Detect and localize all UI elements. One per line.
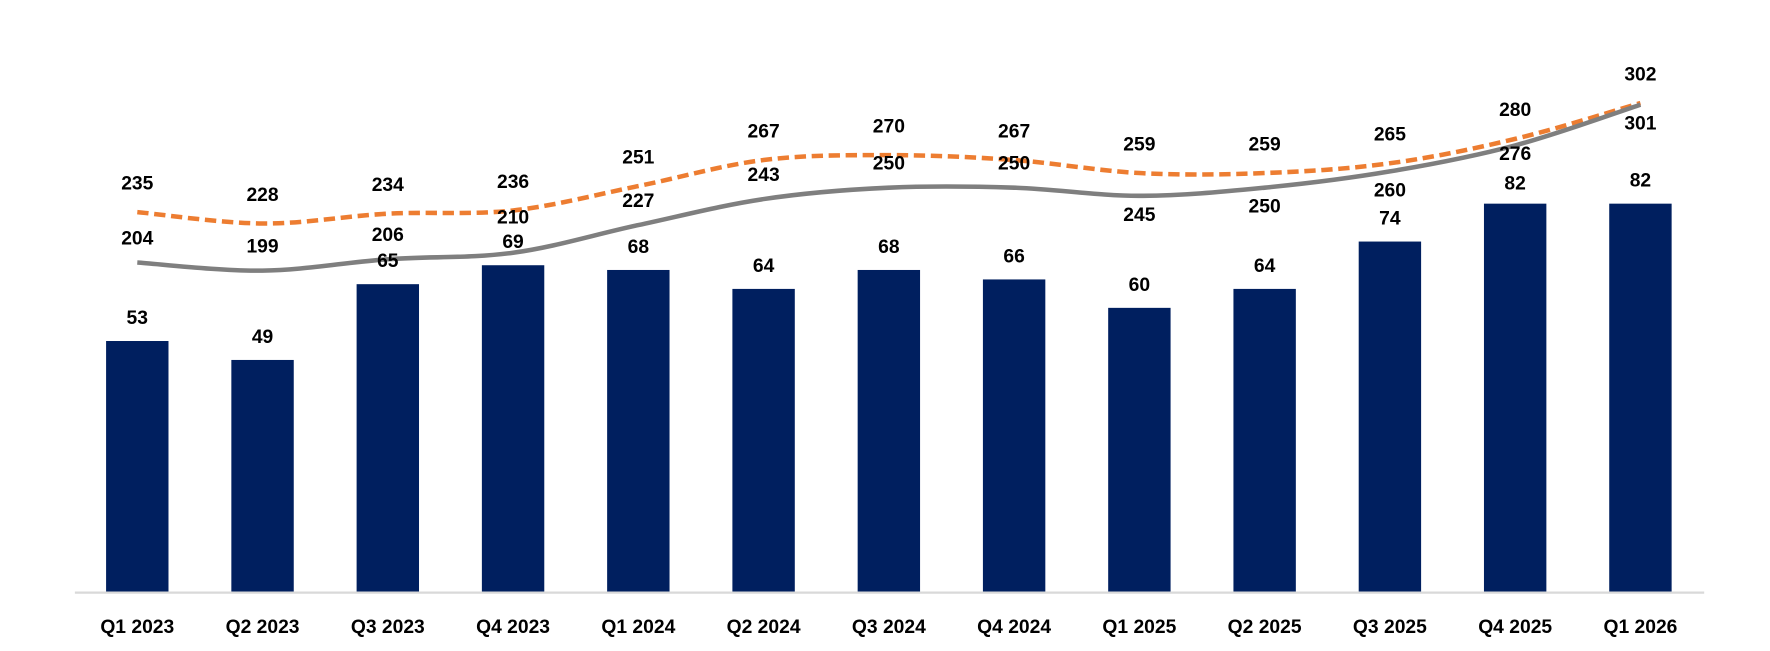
line-value-label: 227 — [622, 191, 654, 212]
bar-value-label: 68 — [628, 237, 650, 258]
bar — [106, 341, 169, 593]
line-value-label: 259 — [1249, 134, 1281, 155]
line-value-label: 199 — [246, 236, 278, 257]
bar-value-label: 65 — [377, 251, 399, 272]
bar-value-label: 82 — [1630, 171, 1651, 192]
line-value-label: 267 — [998, 121, 1030, 142]
bar-value-label: 53 — [127, 308, 149, 329]
line-value-label: 235 — [121, 173, 153, 194]
line-value-label: 234 — [372, 175, 404, 196]
line-value-label: 265 — [1374, 125, 1406, 146]
bar — [982, 279, 1046, 593]
line-value-label: 270 — [873, 116, 905, 137]
line-value-label: 204 — [121, 228, 153, 249]
line-value-label: 243 — [748, 165, 780, 186]
x-tick-label: Q3 2024 — [852, 617, 926, 638]
bar — [1233, 288, 1296, 593]
bar-value-label: 64 — [1254, 256, 1276, 277]
bar — [231, 359, 294, 593]
bar-value-label: 64 — [753, 256, 775, 277]
bar — [481, 265, 545, 593]
line-value-label: 251 — [622, 147, 654, 168]
x-tick-label: Q4 2025 — [1478, 617, 1552, 638]
bar-value-label: 74 — [1379, 209, 1401, 230]
bar — [1609, 203, 1672, 593]
bar — [607, 269, 670, 593]
line-value-label: 260 — [1374, 180, 1406, 201]
x-tick-label: Q3 2023 — [351, 617, 425, 638]
line-value-label: 301 — [1624, 114, 1656, 135]
line-value-label: 276 — [1499, 144, 1531, 165]
x-tick-label: Q1 2026 — [1603, 617, 1677, 638]
bar — [732, 288, 795, 593]
bar-series — [106, 203, 1672, 593]
line-series — [137, 100, 1642, 273]
line-value-label: 210 — [497, 207, 529, 228]
line-value-label: 250 — [873, 154, 905, 175]
bar-value-label: 60 — [1129, 275, 1150, 296]
dashed-orange-line — [137, 100, 1642, 226]
bar-value-label: 68 — [878, 237, 900, 258]
line-value-label: 228 — [246, 185, 278, 206]
bar — [1483, 203, 1547, 593]
x-tick-label: Q2 2024 — [727, 617, 801, 638]
line-value-label: 267 — [748, 121, 780, 142]
x-tick-label: Q4 2024 — [977, 617, 1051, 638]
line-value-label: 302 — [1624, 64, 1656, 85]
line-value-label: 280 — [1499, 100, 1531, 121]
bar — [857, 269, 921, 593]
x-tick-label: Q4 2023 — [476, 617, 550, 638]
bar-value-label: 82 — [1504, 173, 1525, 194]
x-tick-label: Q1 2023 — [100, 617, 174, 638]
bar-value-label: 49 — [252, 327, 273, 348]
x-tick-label: Q2 2025 — [1228, 617, 1302, 638]
line-value-label: 259 — [1123, 134, 1155, 155]
bar-value-label: 66 — [1003, 246, 1025, 267]
x-tick-label: Q1 2024 — [601, 617, 675, 638]
bar — [1108, 307, 1171, 593]
data-labels: 53 49 65 69 68 64 68 66 60 64 74 82 82 235 228 234 236 25… — [121, 64, 1657, 348]
line-value-label: 236 — [497, 172, 529, 193]
line-value-label: 245 — [1123, 205, 1155, 226]
solid-gray-line — [137, 102, 1642, 273]
bar — [356, 284, 420, 593]
line-value-label: 250 — [998, 154, 1030, 175]
x-tick-label: Q3 2025 — [1353, 617, 1427, 638]
bar-value-label: 69 — [502, 232, 523, 253]
line-value-label: 206 — [372, 225, 404, 246]
x-tick-label: Q2 2023 — [226, 617, 300, 638]
x-tick-labels: Q1 2023 Q2 2023 Q3 2023 Q4 2023 Q1 2024 Q2 20… — [100, 617, 1677, 638]
bar — [1358, 241, 1422, 593]
x-tick-label: Q1 2025 — [1102, 617, 1176, 638]
line-value-label: 250 — [1249, 197, 1281, 218]
